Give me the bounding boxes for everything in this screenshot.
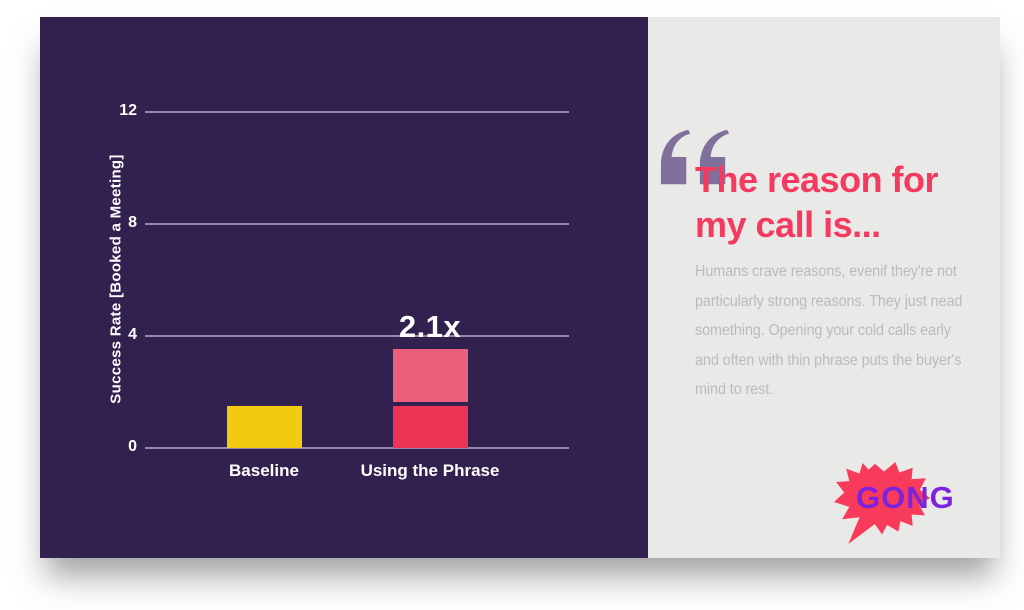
starburst-icon [834, 462, 930, 544]
gridline-8 [145, 223, 569, 225]
quote-body-line: particularly strong reasons. They just n… [695, 292, 963, 310]
quote-heading-line-1: The reason for [695, 159, 939, 200]
quote-body: Humans crave reasons, evenif they're not… [695, 257, 983, 405]
infographic-card: Success Rate [Booked a Meeting] 0 4 8 12 Bas… [40, 17, 1000, 558]
gridline-12 [145, 111, 569, 113]
chart-panel: Success Rate [Booked a Meeting] 0 4 8 12 Bas… [40, 17, 648, 558]
y-tick-label-12: 12 [119, 102, 137, 119]
quote-body-line: mind to rest. [695, 381, 774, 398]
gong-wordmark: GONG [856, 480, 955, 515]
bar-segment-baseline-portion [392, 406, 468, 448]
quote-heading-line-2: my call is... [695, 204, 881, 245]
bar-segment-baseline-rate [226, 406, 302, 448]
y-tick-label-4: 4 [128, 326, 137, 343]
quote-body-line: something. Opening your cold calls early [695, 322, 951, 339]
gridline-4 [145, 335, 569, 337]
double-quote-icon [660, 129, 730, 185]
y-tick-label-8: 8 [128, 214, 137, 231]
quote-panel: The reason for my call is... Humans crav… [648, 17, 1000, 558]
gong-logo: GONG [834, 458, 964, 558]
quote-body-line: Humans crave reasons, evenif they're not [695, 263, 957, 280]
bar-chart-plot: 0 4 8 12 Baseline 2.1x Using the Phrase [40, 17, 648, 558]
quote-heading: The reason for my call is... [695, 157, 939, 247]
x-category-label: Baseline [229, 461, 299, 480]
x-category-label: Using the Phrase [360, 461, 500, 480]
quote-body-line: and often with thin phrase puts the buye… [695, 351, 962, 369]
bar-segment-lift-portion [392, 348, 468, 402]
bar-annotation: 2.1x [398, 308, 462, 344]
y-tick-label-0: 0 [128, 438, 137, 455]
gridline-0 [145, 447, 569, 449]
